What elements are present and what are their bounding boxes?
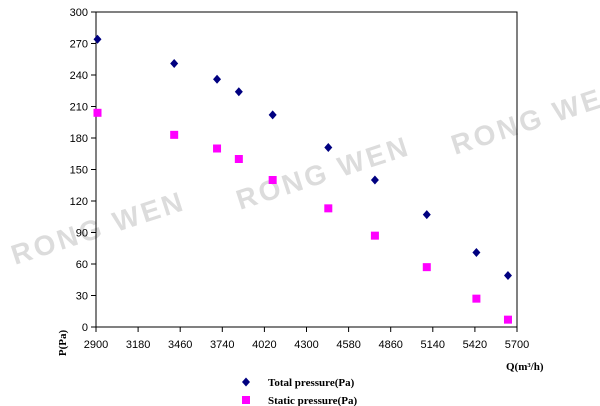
x-tick-label: 3740 [210, 339, 234, 351]
x-axis-label: Q(m³/h) [506, 361, 544, 373]
y-tick-label: 240 [70, 70, 88, 82]
y-tick-label: 90 [76, 228, 88, 240]
static-pressure-point [170, 130, 179, 139]
static-pressure-point [213, 144, 222, 153]
x-tick-label: 3460 [168, 339, 192, 351]
static-pressure-point [472, 294, 481, 303]
y-tick-label: 0 [82, 322, 88, 334]
static-pressure-point [503, 315, 512, 324]
static-pressure-point [93, 108, 102, 117]
total-pressure-point [503, 271, 512, 281]
y-tick-label: 30 [76, 291, 88, 303]
data-points [93, 34, 512, 324]
total-pressure-point [213, 74, 222, 84]
x-tick-label: 5420 [463, 339, 487, 351]
watermark-text: RONG WEN [232, 130, 414, 215]
total-pressure-point [268, 110, 277, 120]
static-pressure-point [268, 176, 277, 184]
static-pressure-point [234, 155, 243, 163]
legend-label: Total pressure(Pa) [268, 377, 355, 389]
axes: 0 30 60 90 120 150 180 210 240 270 300 2900 3180 3460… [70, 7, 530, 351]
y-tick-label: 180 [70, 133, 88, 145]
static-pressure-point [370, 231, 379, 240]
static-pressure-point [422, 263, 431, 272]
total-pressure-point [370, 175, 379, 185]
watermark-text: RONG WEN [447, 75, 600, 160]
x-tick-label: 4860 [378, 339, 402, 351]
legend-marker-static [242, 396, 250, 404]
watermark-text: RONG WEN [7, 185, 189, 270]
y-tick-label: 270 [70, 39, 88, 51]
y-tick-label: 150 [70, 165, 88, 177]
x-tick-label: 5700 [505, 339, 529, 351]
x-tick-label: 4580 [336, 339, 360, 351]
total-pressure-point [170, 58, 179, 68]
total-pressure-point [324, 142, 333, 152]
total-pressure-point [93, 34, 102, 44]
x-tick-label: 5140 [421, 339, 445, 351]
x-tick-label: 4020 [252, 339, 276, 351]
total-pressure-point [472, 247, 481, 257]
y-tick-label: 300 [70, 7, 88, 19]
static-pressure-point [324, 204, 333, 213]
x-tick-label: 2900 [84, 339, 108, 351]
legend-label: Static pressure(Pa) [268, 395, 357, 406]
x-tick-label: 4300 [294, 339, 318, 351]
x-tick-label: 3180 [126, 339, 150, 351]
y-tick-label: 120 [70, 196, 88, 208]
total-pressure-point [234, 87, 243, 97]
y-axis-label: P(Pa) [57, 330, 69, 357]
legend: Total pressure(Pa) Static pressure(Pa) [242, 377, 357, 406]
legend-marker-total [242, 377, 250, 387]
y-tick-label: 210 [70, 102, 88, 114]
total-pressure-point [422, 210, 431, 220]
y-tick-label: 60 [76, 259, 88, 271]
